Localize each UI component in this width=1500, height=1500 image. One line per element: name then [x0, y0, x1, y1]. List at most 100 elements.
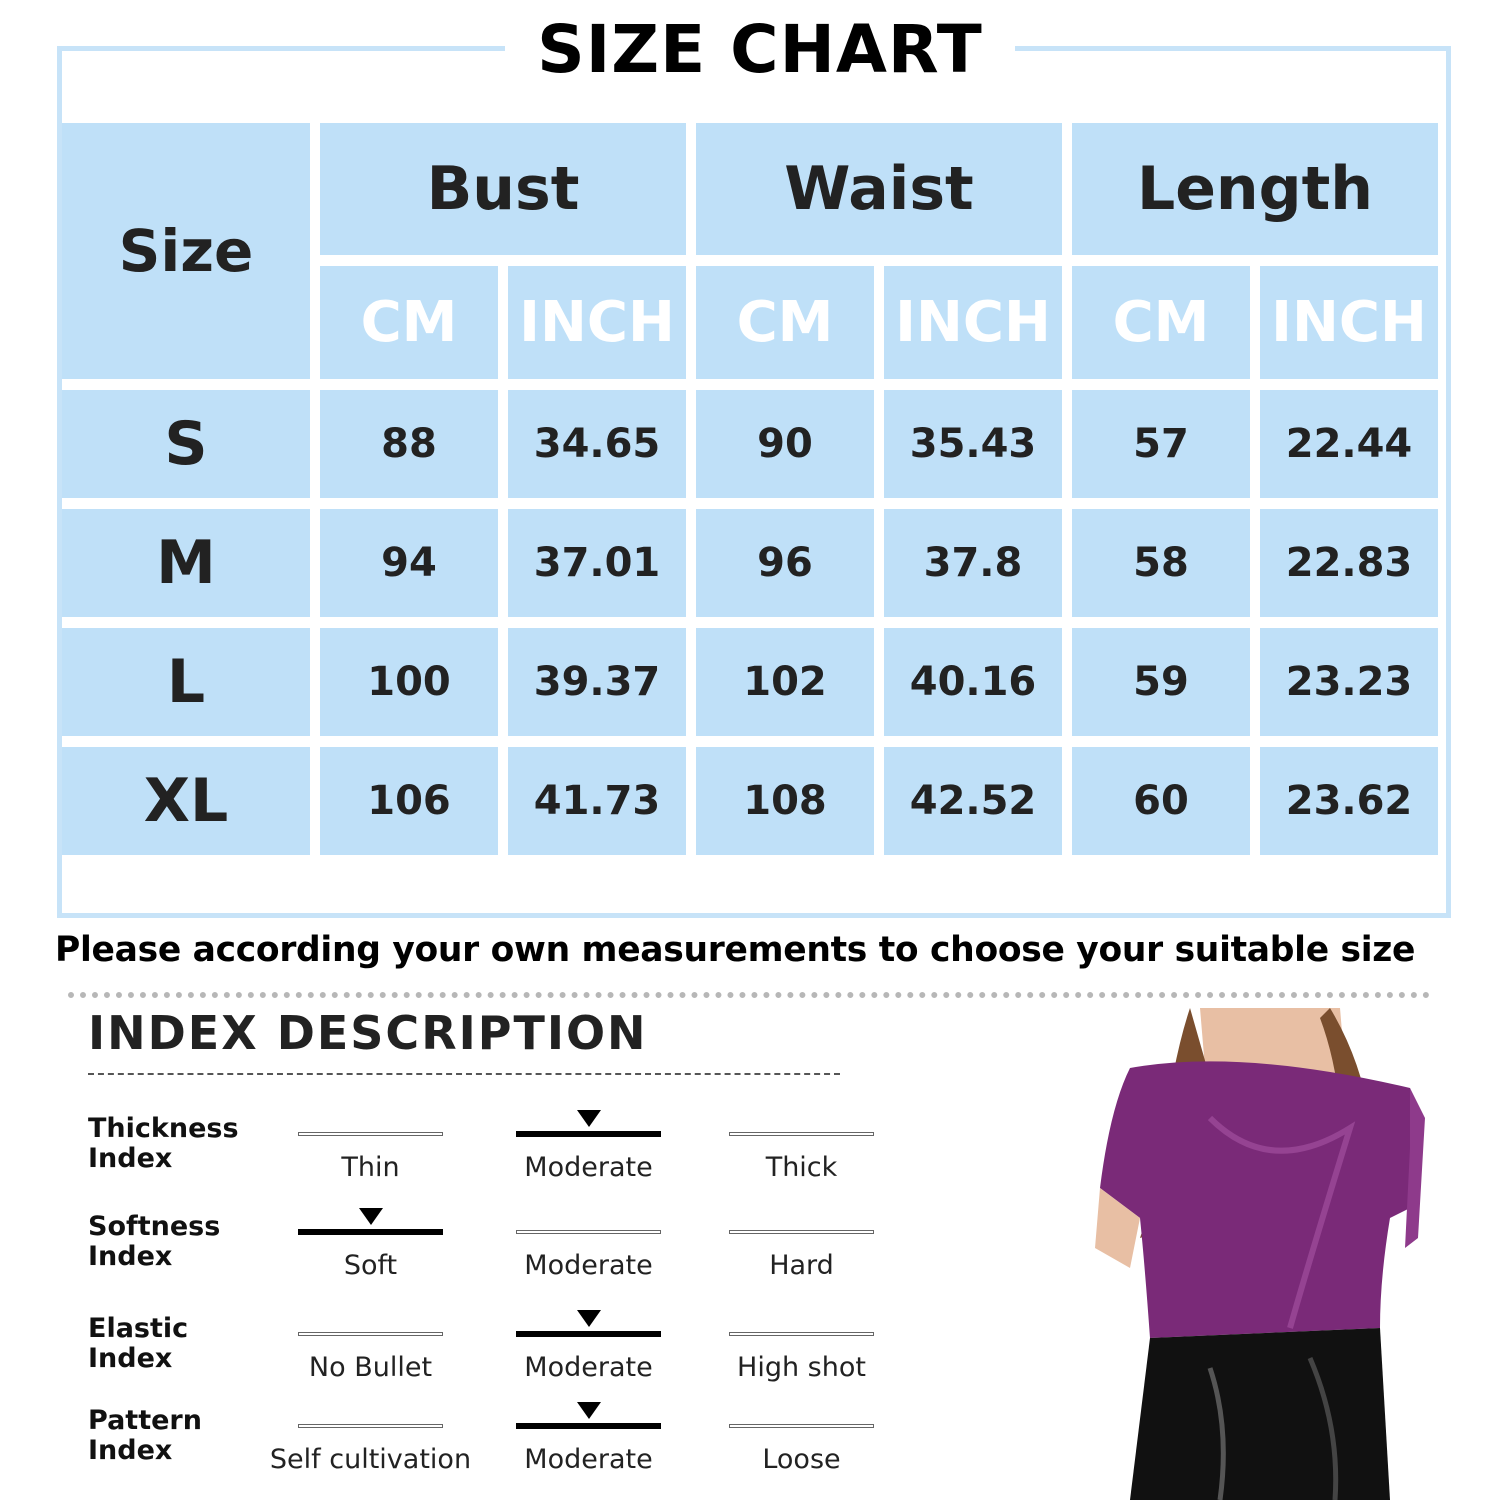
- index-bar: [516, 1230, 661, 1234]
- index-option-label: Hard: [769, 1250, 834, 1281]
- index-label: Pattern Index: [88, 1406, 202, 1466]
- index-option: Soft: [298, 1208, 443, 1281]
- dashed-divider: [88, 1073, 840, 1075]
- measurement-cell: 108: [696, 747, 874, 855]
- index-bar: [729, 1332, 874, 1336]
- size-table: Size Bust Waist Length CM INCH CM INCH CM INC…: [62, 123, 1438, 855]
- measurement-cell: 59: [1072, 628, 1250, 736]
- index-label-line2: Index: [88, 1241, 173, 1272]
- measurement-cell: 23.23: [1260, 628, 1438, 736]
- index-bar: [298, 1332, 443, 1336]
- index-option: Moderate: [516, 1110, 661, 1183]
- selected-arrow-icon: [577, 1110, 601, 1127]
- measurement-cell: 23.62: [1260, 747, 1438, 855]
- index-option: Hard: [729, 1208, 874, 1281]
- index-bar: [298, 1229, 443, 1235]
- index-label-line1: Softness: [88, 1211, 221, 1242]
- index-bar: [729, 1424, 874, 1428]
- index-option-label: High shot: [737, 1352, 866, 1383]
- index-option: Moderate: [516, 1208, 661, 1281]
- group-header-bust: Bust: [320, 123, 686, 255]
- index-option-label: Moderate: [524, 1152, 653, 1183]
- index-option: Thick: [729, 1110, 874, 1183]
- index-label-line2: Index: [88, 1435, 173, 1466]
- unit-header: CM: [696, 266, 874, 379]
- unit-header: CM: [320, 266, 498, 379]
- index-bar: [729, 1132, 874, 1136]
- measurement-cell: 102: [696, 628, 874, 736]
- index-option-label: Soft: [343, 1250, 398, 1281]
- measurement-cell: 60: [1072, 747, 1250, 855]
- index-option-label: Moderate: [524, 1250, 653, 1281]
- index-option: Self cultivation: [270, 1402, 471, 1475]
- measurement-cell: 39.37: [508, 628, 686, 736]
- group-header-waist: Waist: [696, 123, 1062, 255]
- index-label-line1: Pattern: [88, 1405, 202, 1436]
- measurement-cell: 41.73: [508, 747, 686, 855]
- index-label-line2: Index: [88, 1343, 173, 1374]
- index-option: High shot: [729, 1310, 874, 1383]
- index-option-label: Thin: [341, 1152, 400, 1183]
- index-title: INDEX DESCRIPTION: [88, 1006, 648, 1060]
- measurement-cell: 58: [1072, 509, 1250, 617]
- index-bar: [516, 1131, 661, 1137]
- index-option: Moderate: [516, 1310, 661, 1383]
- index-option: Moderate: [516, 1402, 661, 1475]
- index-option: Thin: [298, 1110, 443, 1183]
- sizing-note: Please according your own measurements t…: [55, 930, 1416, 970]
- measurement-cell: 37.01: [508, 509, 686, 617]
- measurement-cell: 100: [320, 628, 498, 736]
- index-option: Loose: [729, 1402, 874, 1475]
- page-title: SIZE CHART: [505, 8, 1015, 92]
- measurement-cell: 42.52: [884, 747, 1062, 855]
- dotted-divider: [68, 992, 1430, 1004]
- index-bar: [298, 1132, 443, 1136]
- index-row: Pattern Index Self cultivation Moderate Loos…: [88, 1402, 888, 1492]
- measurement-cell: 94: [320, 509, 498, 617]
- size-label: L: [62, 628, 310, 736]
- measurement-cell: 106: [320, 747, 498, 855]
- index-option-label: No Bullet: [308, 1352, 433, 1383]
- index-row: Elastic Index No Bullet Moderate High shot: [88, 1310, 888, 1400]
- measurement-cell: 35.43: [884, 390, 1062, 498]
- measurement-cell: 37.8: [884, 509, 1062, 617]
- index-bar: [516, 1331, 661, 1337]
- index-option-label: Thick: [765, 1152, 838, 1183]
- selected-arrow-icon: [359, 1208, 383, 1225]
- index-bar: [729, 1230, 874, 1234]
- index-option-label: Moderate: [524, 1352, 653, 1383]
- measurement-cell: 22.83: [1260, 509, 1438, 617]
- size-label: XL: [62, 747, 310, 855]
- index-label: Elastic Index: [88, 1314, 188, 1374]
- measurement-cell: 34.65: [508, 390, 686, 498]
- index-label: Softness Index: [88, 1212, 220, 1272]
- measurement-cell: 96: [696, 509, 874, 617]
- unit-header: CM: [1072, 266, 1250, 379]
- index-label-line2: Index: [88, 1143, 173, 1174]
- measurement-cell: 88: [320, 390, 498, 498]
- index-option-label: Self cultivation: [269, 1444, 472, 1475]
- index-label-line1: Thickness: [88, 1113, 239, 1144]
- selected-arrow-icon: [577, 1310, 601, 1327]
- index-option: No Bullet: [298, 1310, 443, 1383]
- index-bar: [298, 1424, 443, 1428]
- index-option-label: Loose: [762, 1444, 841, 1475]
- measurement-cell: 22.44: [1260, 390, 1438, 498]
- index-label-line1: Elastic: [88, 1313, 189, 1344]
- index-option-label: Moderate: [524, 1444, 653, 1475]
- product-photo: [1090, 1008, 1450, 1500]
- measurement-cell: 57: [1072, 390, 1250, 498]
- index-row: Thickness Index Thin Moderate Thick: [88, 1110, 888, 1200]
- unit-header: INCH: [508, 266, 686, 379]
- unit-header: INCH: [884, 266, 1062, 379]
- size-label: S: [62, 390, 310, 498]
- measurement-cell: 90: [696, 390, 874, 498]
- unit-header: INCH: [1260, 266, 1438, 379]
- measurement-cell: 40.16: [884, 628, 1062, 736]
- selected-arrow-icon: [577, 1402, 601, 1419]
- size-label: M: [62, 509, 310, 617]
- index-label: Thickness Index: [88, 1114, 239, 1174]
- index-bar: [516, 1423, 661, 1429]
- group-header-length: Length: [1072, 123, 1438, 255]
- index-row: Softness Index Soft Moderate Hard: [88, 1208, 888, 1298]
